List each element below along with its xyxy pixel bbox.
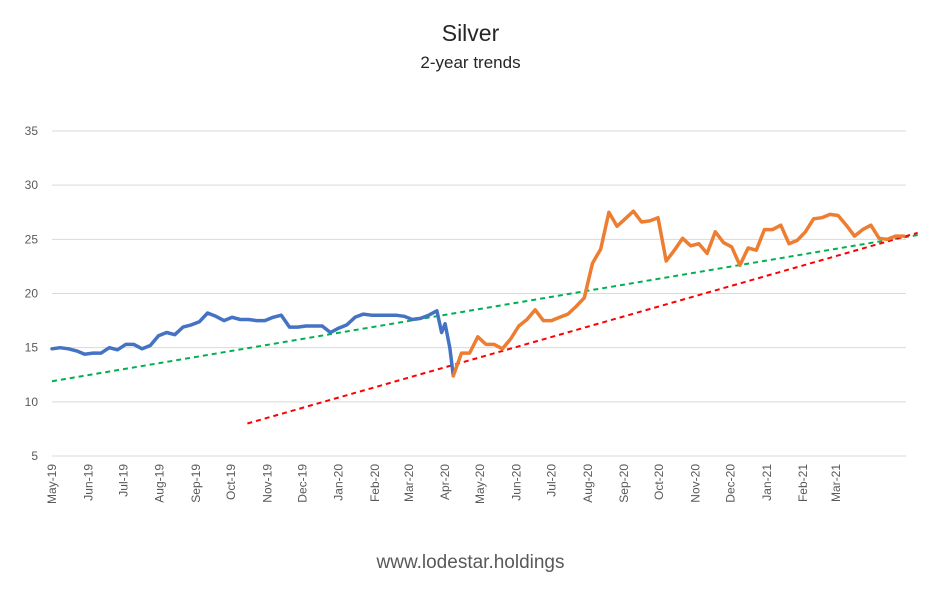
x-tick-label: Feb-20 [368, 464, 382, 502]
x-tick-label: Oct-20 [652, 464, 666, 500]
x-tick-label: Jan-20 [332, 464, 346, 501]
y-tick-label: 35 [25, 124, 39, 138]
x-tick-label: Aug-20 [581, 464, 595, 503]
y-tick-label: 30 [25, 178, 39, 192]
series-line [451, 209, 906, 378]
x-tick-label: Apr-20 [438, 464, 452, 500]
y-tick-label: 20 [25, 287, 39, 301]
x-tick-label: Jan-21 [760, 464, 774, 501]
y-tick-label: 5 [31, 449, 38, 463]
x-tick-label: Aug-19 [153, 464, 167, 503]
x-tick-label: May-19 [45, 464, 59, 504]
chart-footer: www.lodestar.holdings [376, 552, 565, 573]
x-tick-label: Jul-20 [545, 464, 559, 497]
trendline [247, 231, 918, 425]
x-tick-label: Oct-19 [224, 464, 238, 500]
x-tick-label: May-20 [473, 464, 487, 504]
x-tick-label: Jun-20 [509, 464, 523, 501]
series-line [50, 309, 456, 378]
x-tick-label: Feb-21 [796, 464, 810, 502]
x-tick-label: Sep-20 [617, 464, 631, 503]
x-tick-label: Mar-20 [402, 464, 416, 502]
x-tick-label: Dec-19 [295, 464, 309, 503]
chart-subtitle: 2-year trends [420, 53, 521, 72]
x-tick-label: Mar-21 [829, 464, 843, 502]
x-tick-label: Jun-19 [81, 464, 95, 501]
x-tick-label: Nov-20 [688, 464, 702, 503]
y-tick-label: 10 [25, 395, 39, 409]
x-tick-label: Sep-19 [189, 464, 203, 503]
x-tick-label: Nov-19 [260, 464, 274, 503]
y-tick-label: 25 [25, 232, 39, 246]
chart-title: Silver [441, 20, 500, 46]
x-tick-label: Jul-19 [116, 464, 130, 497]
x-tick-label: Dec-20 [724, 464, 738, 503]
trendline [51, 234, 918, 383]
y-tick-label: 15 [25, 341, 39, 355]
